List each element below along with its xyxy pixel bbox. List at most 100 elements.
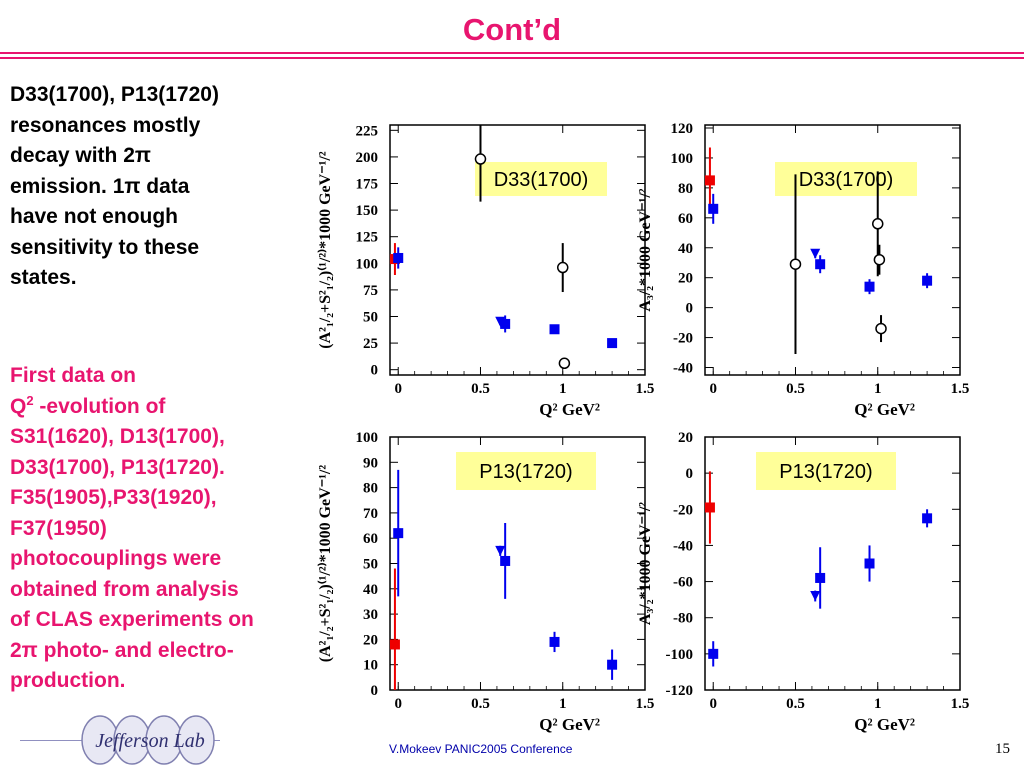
resonance-label: P13(1720) — [479, 461, 572, 483]
plot-frame — [389, 124, 646, 376]
data-point — [549, 631, 560, 653]
square-marker — [393, 252, 404, 263]
data-point — [864, 279, 875, 295]
logo-text: Jefferson Lab — [95, 730, 204, 752]
x-tick-label: 1 — [559, 381, 567, 397]
text-line-q2: Q2 -evolution of — [10, 392, 310, 423]
data-point — [389, 568, 400, 690]
y-tick-label: 0 — [371, 363, 379, 379]
y-tick-label: 125 — [356, 230, 379, 246]
data-point — [708, 193, 719, 224]
circle-marker — [873, 253, 886, 266]
square-marker — [500, 318, 511, 329]
square-marker — [393, 528, 404, 539]
x-tick-label: 0.5 — [471, 381, 490, 397]
y-axis-label: (A²₁/₂+S²₁/₂)⁽¹/²⁾*1000 GeV⁻¹/² — [317, 465, 334, 663]
text-line: obtained from analysis — [10, 577, 239, 601]
circle-marker — [558, 357, 571, 370]
x-axis-label: Q² GeV² — [854, 400, 915, 419]
x-axis-label: Q² GeV² — [539, 715, 600, 734]
square-marker — [922, 275, 933, 286]
y-tick-label: 20 — [363, 632, 378, 648]
text-line: emission. 1π data — [10, 174, 190, 198]
slide-title: Cont’d — [462, 12, 562, 47]
square-marker — [389, 254, 400, 265]
x-tick-label: 0 — [394, 381, 402, 397]
y-tick-label: -20 — [673, 502, 693, 518]
square-marker — [607, 338, 618, 349]
y-tick-label: -60 — [673, 575, 693, 591]
square-marker — [708, 203, 719, 214]
data-point — [810, 248, 821, 259]
data-point — [873, 244, 886, 275]
resonance-label-box — [475, 162, 607, 196]
x-tick-label: 0.5 — [471, 696, 490, 712]
x-axis-label: Q² GeV² — [854, 715, 915, 734]
data-point — [558, 357, 571, 370]
x-tick-label: 0.5 — [786, 381, 805, 397]
y-tick-label: 50 — [363, 557, 378, 573]
y-tick-label: -40 — [673, 361, 693, 377]
y-tick-label: 225 — [356, 123, 379, 139]
y-tick-label: 40 — [363, 582, 378, 598]
resonance-label: P13(1720) — [779, 461, 872, 483]
data-point — [500, 315, 511, 333]
x-tick-label: 1.5 — [636, 381, 655, 397]
y-tick-label: 150 — [356, 203, 379, 219]
square-marker — [815, 572, 826, 583]
circle-marker — [556, 261, 569, 274]
y-tick-label: 175 — [356, 177, 379, 193]
x-tick-label: 1.5 — [951, 696, 970, 712]
y-tick-label: 40 — [678, 241, 693, 257]
data-point — [704, 471, 715, 544]
triangle-marker — [810, 248, 821, 259]
plot-frame — [704, 436, 961, 691]
title-rule-bottom — [0, 57, 1024, 59]
text-line: resonances mostly — [10, 113, 201, 137]
text-line: D33(1700), P13(1720) — [10, 83, 219, 106]
circle-marker — [789, 258, 802, 270]
y-tick-label: 0 — [686, 466, 694, 482]
data-point — [864, 545, 875, 582]
data-point — [474, 125, 487, 202]
y-tick-label: 80 — [363, 481, 378, 497]
resonance-label: D33(1700) — [799, 169, 894, 191]
text-line: decay with 2π — [10, 144, 151, 167]
footer-text: V.Mokeev PANIC2005 Conference — [389, 742, 573, 756]
y-axis-label: (A²₁/₂+S²₁/₂)⁽¹/²⁾*1000 GeV⁻¹/² — [317, 151, 334, 349]
left-text-block-1: D33(1700), P13(1720) resonances mostly d… — [10, 80, 300, 294]
data-point — [393, 247, 404, 269]
plot-frame — [704, 124, 961, 376]
text-line: photocouplings were — [10, 547, 222, 570]
text-line: 2π photo- and electro- — [10, 638, 234, 662]
y-tick-label: 100 — [671, 151, 694, 167]
y-axis-label: A₃/₂*1000 GeV⁻¹/² — [637, 188, 654, 311]
data-point — [789, 174, 802, 355]
x-tick-label: 1.5 — [951, 381, 970, 397]
square-marker — [708, 648, 719, 659]
y-tick-label: 90 — [363, 455, 378, 471]
chart-4: 0 0.5 1 1.5 -120 -100 -80 -60 -40 -20 0 20 Q² GeV² A₃… — [637, 430, 969, 734]
data-point — [495, 545, 506, 556]
x-axis-label: Q² GeV² — [539, 400, 600, 419]
y-tick-label: 70 — [363, 506, 378, 522]
square-marker — [704, 502, 715, 513]
y-tick-label: -80 — [673, 611, 693, 627]
text-line: F35(1905),P33(1920), — [10, 486, 217, 509]
circle-marker — [474, 153, 487, 165]
y-axis-label: A₃/₂*1000 GeV⁻¹/² — [637, 502, 654, 625]
square-marker — [549, 636, 560, 647]
x-tick-label: 1.5 — [636, 696, 655, 712]
resonance-label-box — [756, 452, 896, 490]
text-line: production. — [10, 669, 126, 692]
y-tick-label: 20 — [678, 271, 693, 287]
data-point — [500, 523, 511, 599]
y-tick-label: 80 — [678, 181, 693, 197]
resonance-label-box — [456, 452, 596, 490]
x-tick-label: 1 — [874, 696, 882, 712]
data-point — [495, 316, 506, 327]
data-point — [393, 469, 404, 597]
y-tick-label: 200 — [356, 150, 379, 166]
y-tick-label: 0 — [371, 683, 379, 699]
data-point — [815, 255, 826, 274]
